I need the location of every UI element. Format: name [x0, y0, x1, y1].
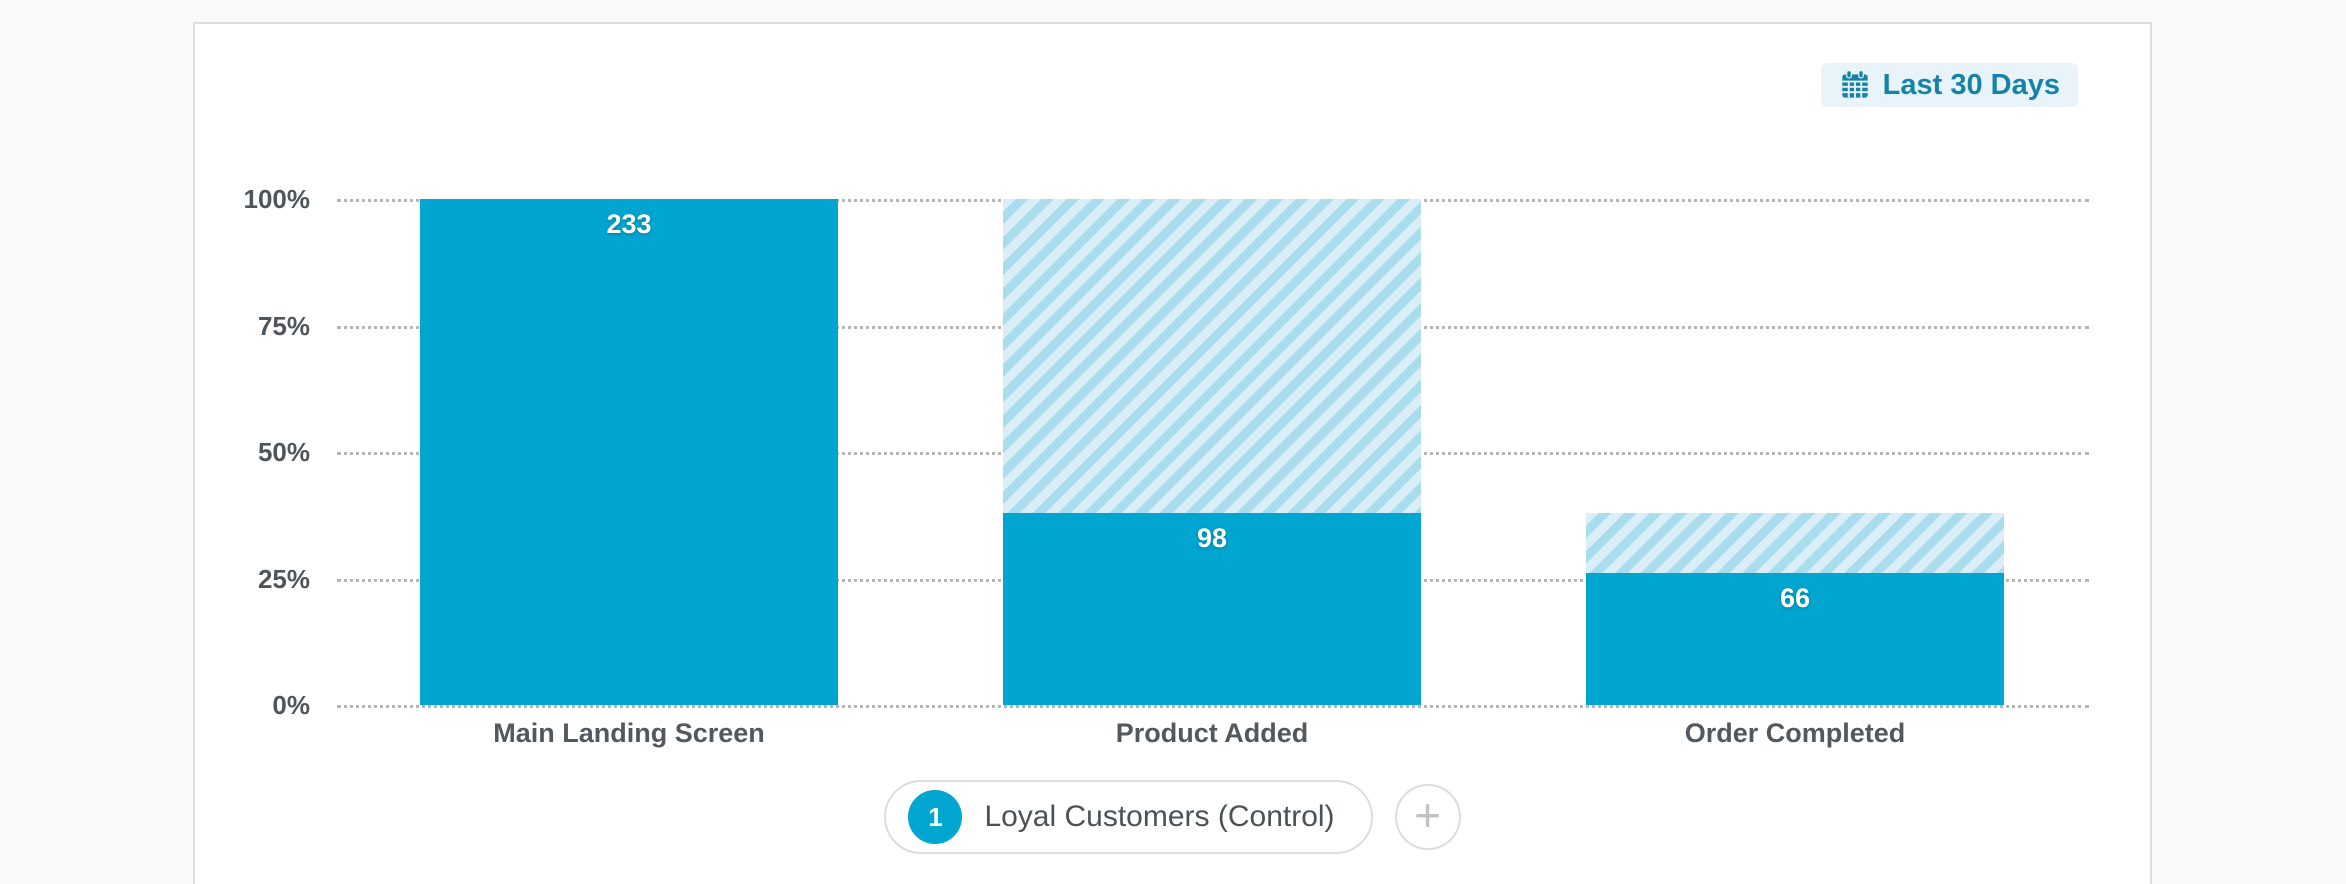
date-range-button[interactable]: Last 30 Days — [1820, 63, 2078, 107]
funnel-bar-1: 233 — [420, 199, 838, 705]
bar-value-label: 98 — [1196, 522, 1228, 553]
bar-value-label: 66 — [1779, 583, 1811, 614]
x-axis-label: Product Added — [1115, 718, 1309, 748]
gridline-0% — [337, 705, 2089, 708]
legend-badge: 1 — [908, 790, 963, 844]
legend-item-label: Loyal Customers (Control) — [984, 800, 1335, 833]
bar-solid-segment[interactable] — [420, 199, 838, 705]
legend-item-1[interactable]: 1 Loyal Customers (Control) — [884, 780, 1373, 854]
bar-solid-segment[interactable] — [1003, 512, 1421, 705]
date-range-label: Last 30 Days — [1882, 68, 2060, 101]
funnel-bar-3: 66 — [1586, 199, 2004, 705]
funnel-bar-2: 98 — [1003, 199, 1421, 705]
legend-row: 1 Loyal Customers (Control) + — [195, 780, 2150, 854]
add-segment-button[interactable]: + — [1394, 784, 1461, 850]
y-axis-tick-label: 50% — [257, 437, 310, 467]
calendar-icon — [1839, 69, 1871, 101]
y-axis-tick-label: 100% — [243, 184, 311, 214]
bar-value-label: 233 — [606, 209, 652, 239]
y-axis-tick-label: 75% — [257, 310, 310, 341]
chart-card: Last 30 Days 100% 75% 50% 25% 0% 233 98 66 1 Loy… — [193, 22, 2152, 884]
y-axis-tick-label: 0% — [272, 690, 310, 720]
bar-solid-segment[interactable] — [1586, 573, 2004, 705]
x-axis-label: Main Landing Screen — [493, 718, 765, 748]
plot-area: 100% 75% 50% 25% 0% 233 98 66 — [244, 184, 2089, 720]
x-axis-label: Order Completed — [1684, 718, 1906, 748]
y-axis-tick-label: 25% — [257, 563, 310, 594]
